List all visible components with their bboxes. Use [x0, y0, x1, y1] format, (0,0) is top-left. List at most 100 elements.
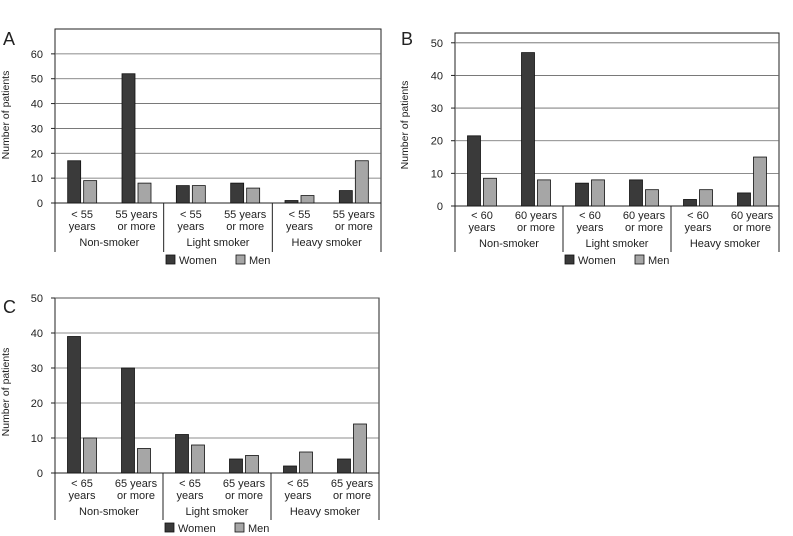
- category-label: years: [69, 490, 96, 502]
- y-tick-label: 50: [431, 38, 443, 50]
- bar-women: [737, 192, 751, 207]
- y-tick-label: 0: [37, 198, 43, 210]
- category-label: years: [69, 221, 96, 233]
- category-label: years: [177, 490, 204, 502]
- bar-men: [83, 437, 97, 474]
- y-tick-label: 30: [31, 363, 43, 375]
- bar-men: [300, 195, 315, 204]
- bar-women: [67, 336, 81, 474]
- bar-women: [337, 458, 351, 474]
- bar-women: [67, 160, 82, 204]
- category-label: < 60: [579, 210, 601, 222]
- legend-label-men: Men: [248, 523, 269, 535]
- panel-letter: A: [3, 29, 15, 49]
- category-label: < 55: [180, 209, 202, 221]
- group-label: Non-smoker: [79, 237, 139, 249]
- y-tick-label: 30: [431, 103, 443, 115]
- y-axis-label: Number of patients: [0, 71, 12, 160]
- legend-swatch-men: [235, 254, 246, 265]
- group-label: Light smoker: [586, 238, 649, 250]
- bar-men: [191, 185, 206, 204]
- bar-women: [230, 182, 245, 204]
- bar-men: [137, 448, 151, 474]
- bar-men: [299, 451, 313, 474]
- y-tick-label: 50: [31, 74, 43, 86]
- category-label: 65 years: [223, 478, 266, 490]
- y-tick-label: 40: [31, 328, 43, 340]
- bar-women: [121, 73, 136, 204]
- chart-panel-b: B 0 10 20 30 40 50 Number of patients Non-smoker…: [399, 29, 780, 267]
- bar-men: [699, 189, 713, 207]
- category-label: years: [685, 222, 712, 234]
- bar-women: [629, 179, 643, 207]
- bar-men: [483, 177, 497, 207]
- bar-men: [353, 423, 367, 474]
- bar-men: [354, 160, 369, 204]
- bar-men: [245, 455, 259, 474]
- category-label: years: [177, 221, 204, 233]
- category-label: 65 years: [115, 478, 158, 490]
- category-label: or more: [225, 490, 263, 502]
- category-label: or more: [226, 221, 264, 233]
- legend-swatch-men: [234, 522, 245, 533]
- category-label: or more: [118, 221, 156, 233]
- bar-women: [229, 458, 243, 474]
- chart-panel-c: C 0 10 20 30 40 50 Number of patients Non-smoker…: [0, 293, 380, 535]
- group-label: Non-smoker: [479, 238, 539, 250]
- category-label: 60 years: [731, 210, 774, 222]
- bar-women: [338, 190, 353, 204]
- y-tick-label: 50: [31, 293, 43, 305]
- y-tick-label: 0: [437, 201, 443, 213]
- legend-label-men: Men: [648, 255, 669, 267]
- category-label: 55 years: [333, 209, 376, 221]
- y-axis-label: Number of patients: [0, 348, 12, 437]
- legend-swatch-men: [634, 254, 645, 265]
- bar-women: [121, 367, 135, 474]
- group-label: Non-smoker: [79, 506, 139, 518]
- category-label: < 60: [687, 210, 709, 222]
- bar-women: [683, 199, 697, 207]
- bar-women: [283, 465, 297, 474]
- group-label: Heavy smoker: [690, 238, 761, 250]
- group-label: Heavy smoker: [292, 237, 363, 249]
- bar-women: [175, 185, 190, 204]
- panel-letter: C: [3, 297, 16, 317]
- category-label: 60 years: [623, 210, 666, 222]
- bar-women: [175, 434, 189, 474]
- category-label: years: [285, 490, 312, 502]
- panel-letter: B: [401, 29, 413, 49]
- category-label: years: [469, 222, 496, 234]
- plot-frame: [54, 297, 380, 474]
- legend-label-women: Women: [179, 255, 217, 267]
- category-label: years: [577, 222, 604, 234]
- y-tick-label: 20: [31, 398, 43, 410]
- category-label: < 55: [289, 209, 311, 221]
- category-label: or more: [117, 490, 155, 502]
- bar-men: [645, 189, 659, 207]
- bar-women: [467, 135, 481, 207]
- category-label: or more: [625, 222, 663, 234]
- category-label: < 65: [179, 478, 201, 490]
- y-tick-label: 40: [31, 99, 43, 111]
- legend-label-men: Men: [249, 255, 270, 267]
- bar-men: [246, 187, 261, 204]
- category-label: 55 years: [224, 209, 267, 221]
- category-label: years: [286, 221, 313, 233]
- y-tick-label: 0: [37, 468, 43, 480]
- legend-swatch-women: [165, 254, 176, 265]
- category-label: < 55: [71, 209, 93, 221]
- legend-swatch-women: [164, 522, 175, 533]
- y-tick-label: 60: [31, 49, 43, 61]
- legend-swatch-women: [564, 254, 575, 265]
- plot-frame: [54, 28, 382, 204]
- legend-label-women: Women: [178, 523, 216, 535]
- bar-women: [521, 52, 535, 207]
- category-label: < 60: [471, 210, 493, 222]
- category-label: or more: [733, 222, 771, 234]
- category-label: or more: [335, 221, 373, 233]
- group-label: Light smoker: [186, 506, 249, 518]
- group-label: Light smoker: [187, 237, 250, 249]
- category-label: 65 years: [331, 478, 374, 490]
- y-tick-label: 20: [431, 136, 443, 148]
